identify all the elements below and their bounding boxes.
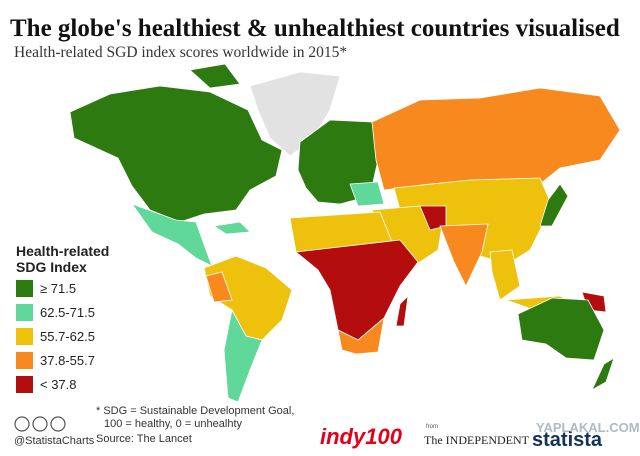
note: * SDG = Sustainable Development Goal, (96, 405, 294, 417)
legend-swatch (16, 328, 33, 345)
region (539, 183, 569, 227)
legend-title: Health-related (16, 243, 109, 259)
source: Source: The Lancet (96, 433, 192, 445)
handle: @StatistaCharts (14, 435, 95, 447)
region (517, 297, 605, 361)
world-map (69, 63, 621, 403)
watermark: YAPLAKAL.COM (536, 420, 640, 435)
title: The globe's healthiest & unhealthiest co… (10, 15, 620, 42)
region (189, 63, 241, 89)
cc-icon (14, 416, 30, 432)
legend-label: 62.5-71.5 (40, 305, 95, 320)
legend-label: ≥ 71.5 (40, 281, 76, 296)
region (203, 255, 293, 341)
legend-swatch (16, 352, 33, 369)
statista-logo: statista (532, 429, 603, 451)
nd-icon (50, 416, 66, 432)
indy100-logo: indy100 (320, 424, 403, 449)
region (212, 221, 251, 235)
region (395, 294, 409, 327)
legend-label: < 37.8 (40, 377, 77, 392)
subtitle: Health-related SGD index scores worldwid… (14, 44, 347, 61)
legend-label: 37.8-55.7 (40, 353, 95, 368)
legend-swatch (16, 304, 33, 321)
footer: @StatistaCharts * SDG = Sustainable Deve… (14, 405, 640, 451)
legend-title: SDG Index (16, 259, 87, 275)
legend-swatch (16, 280, 33, 297)
by-icon (32, 416, 48, 432)
legend-label: 55.7-62.5 (40, 329, 95, 344)
region (205, 271, 233, 303)
legend-items: ≥ 71.5 62.5-71.5 55.7-62.5 37.8-55.7 < 37.8 (16, 280, 95, 393)
region (489, 249, 521, 301)
region (337, 316, 385, 355)
region (69, 85, 283, 223)
region (591, 357, 615, 391)
note: 100 = healthy, 0 = unhealhty (104, 418, 243, 430)
region (297, 119, 379, 205)
region (371, 87, 621, 191)
legend: Health-related SDG Index ≥ 71.5 62.5-71.5… (16, 243, 109, 393)
from-label: from (426, 424, 438, 430)
region (439, 223, 489, 287)
independent-logo: The INDEPENDENT (424, 433, 530, 447)
region (349, 181, 385, 207)
region (223, 308, 263, 403)
legend-swatch (16, 376, 33, 393)
